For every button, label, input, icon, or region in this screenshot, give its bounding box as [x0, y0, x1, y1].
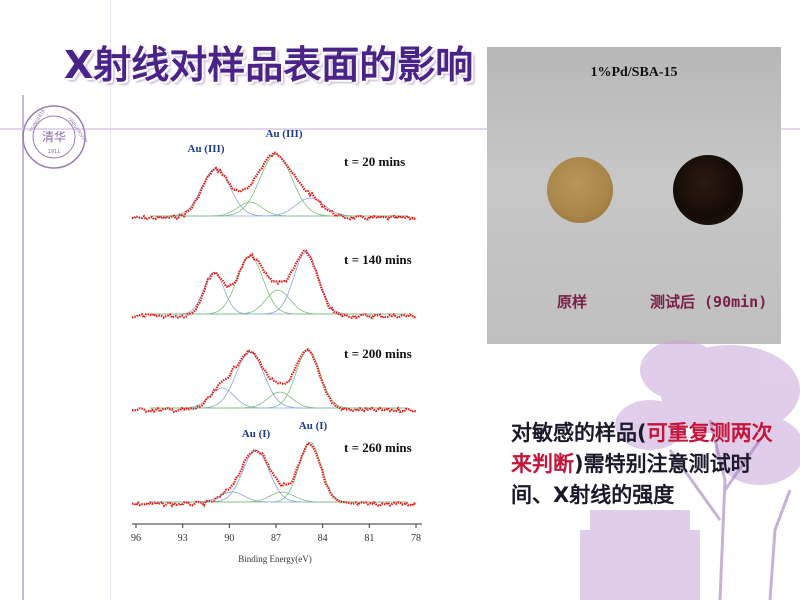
svg-text:清华: 清华 — [42, 130, 66, 144]
x-axis-ticks: 96 93 90 87 84 81 78 — [131, 524, 421, 544]
x-tick-label: 78 — [411, 533, 421, 544]
note-part1: 对敏感的样品( — [511, 421, 647, 445]
time-label-1: t = 20 mins — [344, 154, 405, 169]
note-part3: )需特别注意测试时间、X射线的强度 — [511, 452, 752, 507]
fit-component-line — [150, 197, 408, 217]
spectrum-data-trace — [131, 441, 417, 508]
sample-disk-original — [547, 157, 613, 223]
spectrum-data-trace — [132, 347, 417, 414]
spectrum-data-trace — [131, 151, 417, 221]
spectrum-data-trace — [131, 249, 417, 320]
decorative-tree-illustration — [580, 340, 800, 600]
decorative-line — [0, 128, 800, 130]
spectrum-traces — [131, 151, 417, 508]
note-highlight: 可重复测两次来判断 — [511, 421, 773, 476]
fit-component-line — [150, 289, 408, 315]
slide-title: X射线对样品表面的影响 — [64, 43, 474, 87]
x-tick-label: 84 — [318, 533, 328, 544]
time-label-2: t = 140 mins — [344, 252, 412, 267]
peak-label-au1-b: Au (I) — [299, 420, 328, 432]
photo-caption-original: 原样 — [557, 293, 588, 311]
x-tick-label: 93 — [178, 533, 188, 544]
time-label-4: t = 260 mins — [344, 440, 412, 455]
sample-photo: 1%Pd/SBA-15 原样 测试后 (90min) — [487, 47, 781, 344]
fit-component-line — [150, 491, 408, 503]
peak-label-au1-a: Au (I) — [242, 428, 271, 440]
fit-component-line — [150, 167, 408, 217]
decorative-line — [110, 0, 111, 600]
photo-sample-label: 1%Pd/SBA-15 — [590, 65, 678, 80]
peak-label-au3-b: Au (III) — [266, 128, 303, 140]
fit-component-line — [150, 449, 408, 503]
x-tick-label: 90 — [224, 533, 234, 544]
photo-caption-after: 测试后 (90min) — [650, 293, 768, 311]
xps-spectra-figure: 96 93 90 87 84 81 78 Binding Energy(eV) Au (II… — [131, 128, 422, 564]
decorative-line — [22, 95, 24, 600]
fit-component-line — [150, 391, 408, 409]
university-seal-logo: 清华 1911 TSINGHUA UNIVERSITY — [22, 105, 88, 169]
peak-label-au3-a: Au (III) — [188, 143, 225, 155]
svg-text:1911: 1911 — [48, 149, 61, 155]
note-text: 对敏感的样品(可重复测两次来判断)需特别注意测试时间、X射线的强度 — [511, 418, 781, 511]
sample-disk-after-test — [673, 155, 743, 225]
fit-component-line — [150, 201, 408, 217]
fit-component-line — [150, 271, 408, 315]
x-tick-label: 87 — [271, 533, 281, 544]
x-tick-label: 81 — [364, 533, 374, 544]
time-label-3: t = 200 mins — [344, 346, 412, 361]
x-axis-label: Binding Energy(eV) — [238, 554, 312, 564]
x-tick-label: 96 — [131, 533, 141, 544]
